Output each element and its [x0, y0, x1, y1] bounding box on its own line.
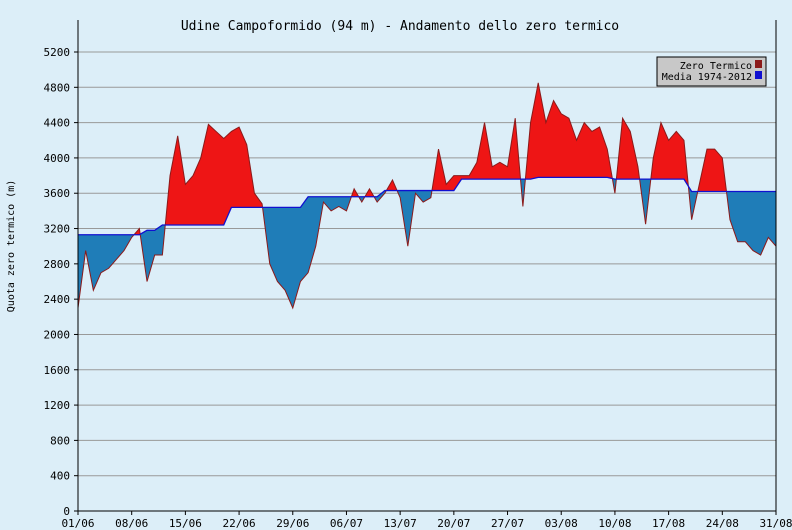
y-tick-label: 4000	[44, 152, 71, 165]
y-tick-label: 2000	[44, 328, 71, 341]
x-tick-label: 13/07	[384, 517, 417, 530]
x-tick-label: 10/08	[598, 517, 631, 530]
media-line	[78, 176, 776, 236]
x-tick-label: 20/07	[437, 517, 470, 530]
y-tick-label: 400	[50, 470, 70, 483]
y-tick-label: 800	[50, 434, 70, 447]
y-tick-label: 1600	[44, 364, 71, 377]
chart-title: Udine Campoformido (94 m) - Andamento de…	[181, 19, 619, 34]
y-tick-label: 0	[63, 505, 70, 518]
x-tick-label: 08/06	[115, 517, 148, 530]
x-tick-label: 27/07	[491, 517, 524, 530]
x-tick-label: 01/06	[61, 517, 94, 530]
y-tick-label: 4400	[44, 117, 71, 130]
x-tick-label: 22/06	[223, 517, 256, 530]
y-tick-label: 5200	[44, 46, 71, 59]
x-tick-label: 03/08	[545, 517, 578, 530]
y-axis-label: Quota zero termico (m)	[6, 180, 17, 312]
x-tick-label: 15/06	[169, 517, 202, 530]
legend-label: Zero Termico	[680, 61, 752, 72]
x-tick-label: 31/08	[759, 517, 792, 530]
y-tick-label: 2400	[44, 293, 71, 306]
legend-label: Media 1974-2012	[662, 72, 752, 83]
area-below	[78, 177, 776, 308]
y-tick-label: 2800	[44, 258, 71, 271]
y-tick-label: 3600	[44, 187, 71, 200]
x-tick-label: 29/06	[276, 517, 309, 530]
legend-swatch	[755, 60, 762, 68]
legend-box	[656, 56, 767, 87]
y-tick-label: 1200	[44, 399, 71, 412]
y-tick-label: 4800	[44, 81, 71, 94]
y-tick-label: 3200	[44, 223, 71, 236]
x-tick-label: 06/07	[330, 517, 363, 530]
x-tick-label: 24/08	[706, 517, 739, 530]
zero-line	[77, 82, 777, 310]
x-tick-label: 17/08	[652, 517, 685, 530]
legend-swatch	[755, 71, 762, 79]
